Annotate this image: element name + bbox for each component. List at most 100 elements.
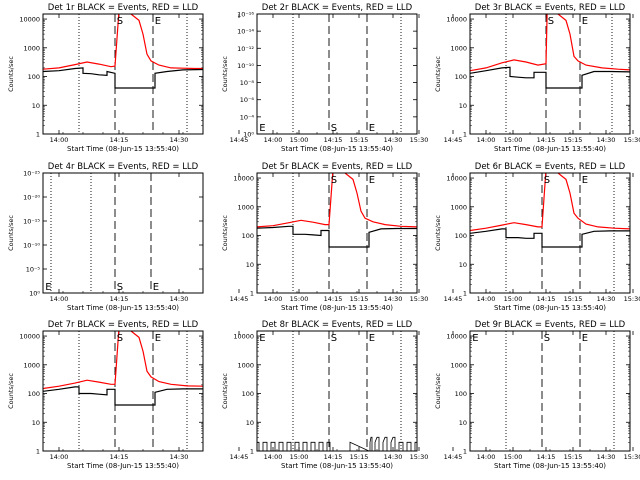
- panel-det-4r: Det 4r BLACK = Events, RED = LLD Counts/s…: [7, 162, 428, 312]
- y-tick-label: 10: [459, 102, 467, 110]
- y-tick-label: 1: [250, 448, 254, 456]
- marker-label-e: E: [155, 16, 161, 27]
- panel-det-7r: Det 7r BLACK = Events, RED = LLD Counts/s…: [7, 320, 428, 470]
- y-axis-label: Counts/sec: [7, 215, 15, 251]
- x-tick-label: 14:00: [477, 295, 496, 303]
- x-tick-label: 14:30: [597, 295, 616, 303]
- x-tick-label: 14:45: [230, 136, 249, 144]
- y-tick-label: 10000: [233, 333, 254, 341]
- marker-label-s: S: [117, 282, 123, 293]
- series-line-lld: [470, 14, 630, 72]
- y-axis-label: Counts/sec: [221, 56, 229, 92]
- y-tick-label: 1: [463, 131, 467, 139]
- series-line-events: [470, 66, 630, 89]
- x-tick-label: 14:00: [264, 453, 283, 461]
- marker-label-s: S: [117, 333, 123, 344]
- x-tick-label: 14:15: [537, 295, 556, 303]
- plot-frame: [469, 13, 631, 135]
- x-tick-label: 14:00: [50, 136, 69, 144]
- x-tick-label: 15:00: [504, 453, 523, 461]
- y-tick-label: 10000: [446, 16, 467, 24]
- x-axis-label: Start Time (08-Jun-15 13:55:40): [67, 462, 179, 470]
- x-tick-label: 14:00: [264, 136, 283, 144]
- marker-label-e: E: [369, 123, 375, 134]
- y-tick-label: 1000: [23, 44, 40, 52]
- series-line-events: [257, 436, 417, 451]
- x-tick-label: 14:45: [230, 453, 249, 461]
- y-axis-label: Counts/sec: [221, 215, 229, 251]
- x-tick-label: 15:15: [564, 453, 583, 461]
- chart-title: Det 4r BLACK = Events, RED = LLD: [48, 162, 199, 172]
- x-tick-label: 14:30: [597, 136, 616, 144]
- x-axis-label: Start Time (08-Jun-15 13:55:40): [494, 145, 606, 153]
- chart-title: Det 3r BLACK = Events, RED = LLD: [475, 3, 626, 13]
- plot-frame: [469, 330, 631, 452]
- x-tick-label: 14:15: [537, 136, 556, 144]
- marker-label-s: S: [331, 333, 337, 344]
- series-line-events: [257, 225, 417, 248]
- y-tick-label: 10⁻⁵: [26, 266, 41, 274]
- y-tick-label: 10⁻²⁰: [23, 194, 40, 202]
- chart-title: Det 8r BLACK = Events, RED = LLD: [262, 320, 413, 330]
- x-axis-label: Start Time (08-Jun-15 13:55:40): [281, 304, 393, 312]
- marker-label-e: E: [259, 123, 265, 134]
- x-tick-label: 14:45: [444, 136, 463, 144]
- y-axis-label: Counts/sec: [221, 373, 229, 409]
- x-tick-label: 15:30: [624, 295, 640, 303]
- panel-det-2r: Det 2r BLACK = Events, RED = LLD Counts/s…: [221, 3, 640, 153]
- marker-label-e: E: [369, 333, 375, 344]
- y-tick-label: 100: [242, 232, 254, 240]
- panel-det-9r: Det 9r BLACK = Events, RED = LLD Counts/s…: [434, 320, 631, 470]
- chart-title: Det 1r BLACK = Events, RED = LLD: [48, 3, 199, 13]
- plot-frame: [42, 172, 204, 294]
- series-line-lld: [257, 173, 417, 228]
- x-tick-label: 14:15: [110, 295, 129, 303]
- x-tick-label: 14:45: [444, 295, 463, 303]
- x-tick-label: 15:30: [410, 453, 429, 461]
- y-tick-label: 1: [463, 448, 467, 456]
- plot-frame: [469, 172, 631, 294]
- x-tick-label: 15:30: [624, 453, 640, 461]
- x-tick-label: 15:15: [564, 136, 583, 144]
- y-tick-label: 10: [459, 419, 467, 427]
- x-tick-label: 15:15: [350, 295, 369, 303]
- marker-label-s: S: [331, 123, 337, 134]
- x-axis-label: Start Time (08-Jun-15 13:55:40): [494, 304, 606, 312]
- y-tick-label: 10000: [446, 175, 467, 183]
- y-tick-label: 10: [246, 261, 254, 269]
- y-tick-label: 10⁻²⁵: [23, 170, 40, 178]
- panel-det-6r: Det 6r BLACK = Events, RED = LLD Counts/s…: [434, 162, 631, 312]
- chart-title: Det 9r BLACK = Events, RED = LLD: [475, 320, 626, 330]
- panel-det-3r: Det 3r BLACK = Events, RED = LLD Counts/s…: [434, 3, 631, 153]
- x-tick-label: 14:15: [110, 136, 129, 144]
- y-axis-label: Counts/sec: [434, 215, 442, 251]
- x-axis-label: Start Time (08-Jun-15 13:55:40): [67, 145, 179, 153]
- x-tick-label: 14:00: [50, 295, 69, 303]
- x-tick-label: 14:45: [230, 295, 249, 303]
- y-tick-label: 1000: [23, 361, 40, 369]
- y-tick-label: 1: [250, 290, 254, 298]
- x-axis-label: Start Time (08-Jun-15 13:55:40): [281, 145, 393, 153]
- panel-det-8r: Det 8r BLACK = Events, RED = LLD Counts/s…: [221, 320, 640, 470]
- x-tick-label: 15:00: [504, 136, 523, 144]
- x-tick-label: 14:15: [324, 136, 343, 144]
- series-line-events: [43, 386, 203, 406]
- y-tick-label: 100: [455, 232, 467, 240]
- y-tick-label: 10⁰: [243, 131, 254, 139]
- marker-label-e: E: [369, 175, 375, 186]
- series-line-events: [470, 228, 630, 248]
- y-axis-label: Counts/sec: [434, 373, 442, 409]
- x-tick-label: 14:00: [477, 453, 496, 461]
- y-tick-label: 1: [36, 448, 40, 456]
- marker-label-e: E: [582, 333, 588, 344]
- x-tick-label: 15:00: [290, 295, 309, 303]
- y-tick-label: 100: [455, 390, 467, 398]
- y-tick-label: 10⁻¹⁵: [23, 218, 40, 226]
- x-tick-label: 14:15: [324, 295, 343, 303]
- y-tick-label: 10000: [446, 333, 467, 341]
- x-tick-label: 14:15: [110, 453, 129, 461]
- x-tick-label: 15:15: [350, 453, 369, 461]
- x-axis-label: Start Time (08-Jun-15 13:55:40): [281, 462, 393, 470]
